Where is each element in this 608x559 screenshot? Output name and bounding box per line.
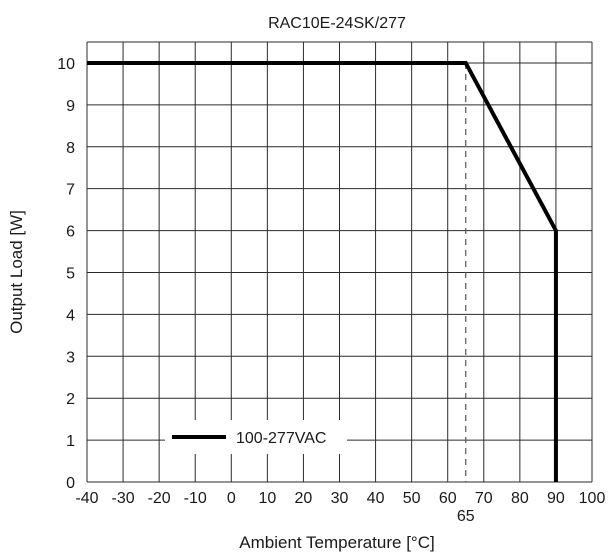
y-tick-label: 2 — [66, 391, 75, 408]
x-tick-label: 10 — [258, 490, 276, 507]
series-line — [87, 60, 558, 482]
x-tick-label: 90 — [547, 490, 565, 507]
y-tick-label: 8 — [66, 140, 75, 157]
y-tick-label: 0 — [66, 475, 75, 492]
x-tick-label: 0 — [227, 490, 236, 507]
x-tick-label: 70 — [475, 490, 493, 507]
chart-title: RAC10E-24SK/277 — [268, 15, 406, 32]
y-tick-label: 5 — [66, 265, 75, 282]
derating-marker-label: 65 — [457, 508, 475, 525]
series-layer — [87, 60, 558, 482]
x-tick-label: 100 — [579, 490, 606, 507]
y-tick-label: 10 — [57, 56, 75, 73]
y-tick-label: 7 — [66, 182, 75, 199]
y-tick-label: 3 — [66, 349, 75, 366]
x-tick-label: 40 — [367, 490, 385, 507]
y-tick-label: 9 — [66, 98, 75, 115]
x-tick-label: 50 — [403, 490, 421, 507]
x-axis-title: Ambient Temperature [°C] — [239, 533, 434, 552]
x-tick-label: 60 — [439, 490, 457, 507]
annotation-layer: 65 — [457, 62, 475, 525]
x-tick-label: 20 — [295, 490, 313, 507]
x-tick-label: -10 — [184, 490, 207, 507]
tick-labels: -40 -30 -20 -10 0 10 20 30 40 50 60 70 80 90 100 0 1 2 3 4 5… — [57, 56, 605, 507]
x-tick-label: -30 — [112, 490, 135, 507]
x-tick-label: -40 — [75, 490, 98, 507]
y-tick-label: 1 — [66, 433, 75, 450]
legend-label: 100-277VAC — [236, 430, 326, 447]
y-axis-title: Output Load [W] — [7, 210, 26, 334]
y-tick-label: 4 — [66, 307, 75, 324]
legend: 100-277VAC — [165, 420, 347, 454]
x-tick-label: 30 — [331, 490, 349, 507]
grid — [86, 41, 593, 483]
x-tick-label: 80 — [511, 490, 529, 507]
y-tick-label: 6 — [66, 224, 75, 241]
x-tick-label: -20 — [148, 490, 171, 507]
